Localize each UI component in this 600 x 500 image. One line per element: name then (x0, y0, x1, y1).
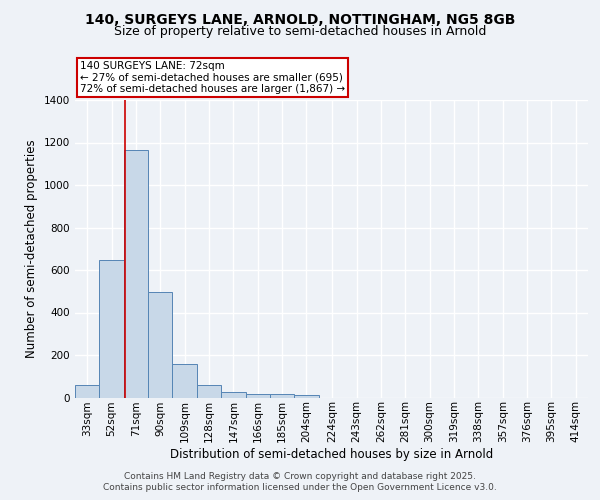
Bar (75, 385, 100, 398)
Y-axis label: Number of semi-detached properties: Number of semi-detached properties (25, 140, 38, 358)
Bar (124, 150, 148, 398)
X-axis label: Distribution of semi-detached houses by size in Arnold: Distribution of semi-detached houses by … (170, 448, 493, 461)
Text: Contains public sector information licensed under the Open Government Licence v3: Contains public sector information licen… (103, 484, 497, 492)
Bar (172, 364, 197, 398)
Bar (221, 392, 245, 398)
Text: Size of property relative to semi-detached houses in Arnold: Size of property relative to semi-detach… (114, 25, 486, 38)
Bar (270, 394, 295, 398)
Bar (100, 260, 124, 398)
Bar (245, 394, 270, 398)
Bar (148, 292, 172, 398)
Bar (295, 395, 319, 398)
Bar (197, 385, 221, 398)
Text: 140, SURGEYS LANE, ARNOLD, NOTTINGHAM, NG5 8GB: 140, SURGEYS LANE, ARNOLD, NOTTINGHAM, N… (85, 12, 515, 26)
Text: Contains HM Land Registry data © Crown copyright and database right 2025.: Contains HM Land Registry data © Crown c… (124, 472, 476, 481)
Text: 140 SURGEYS LANE: 72sqm
← 27% of semi-detached houses are smaller (695)
72% of s: 140 SURGEYS LANE: 72sqm ← 27% of semi-de… (80, 61, 345, 94)
